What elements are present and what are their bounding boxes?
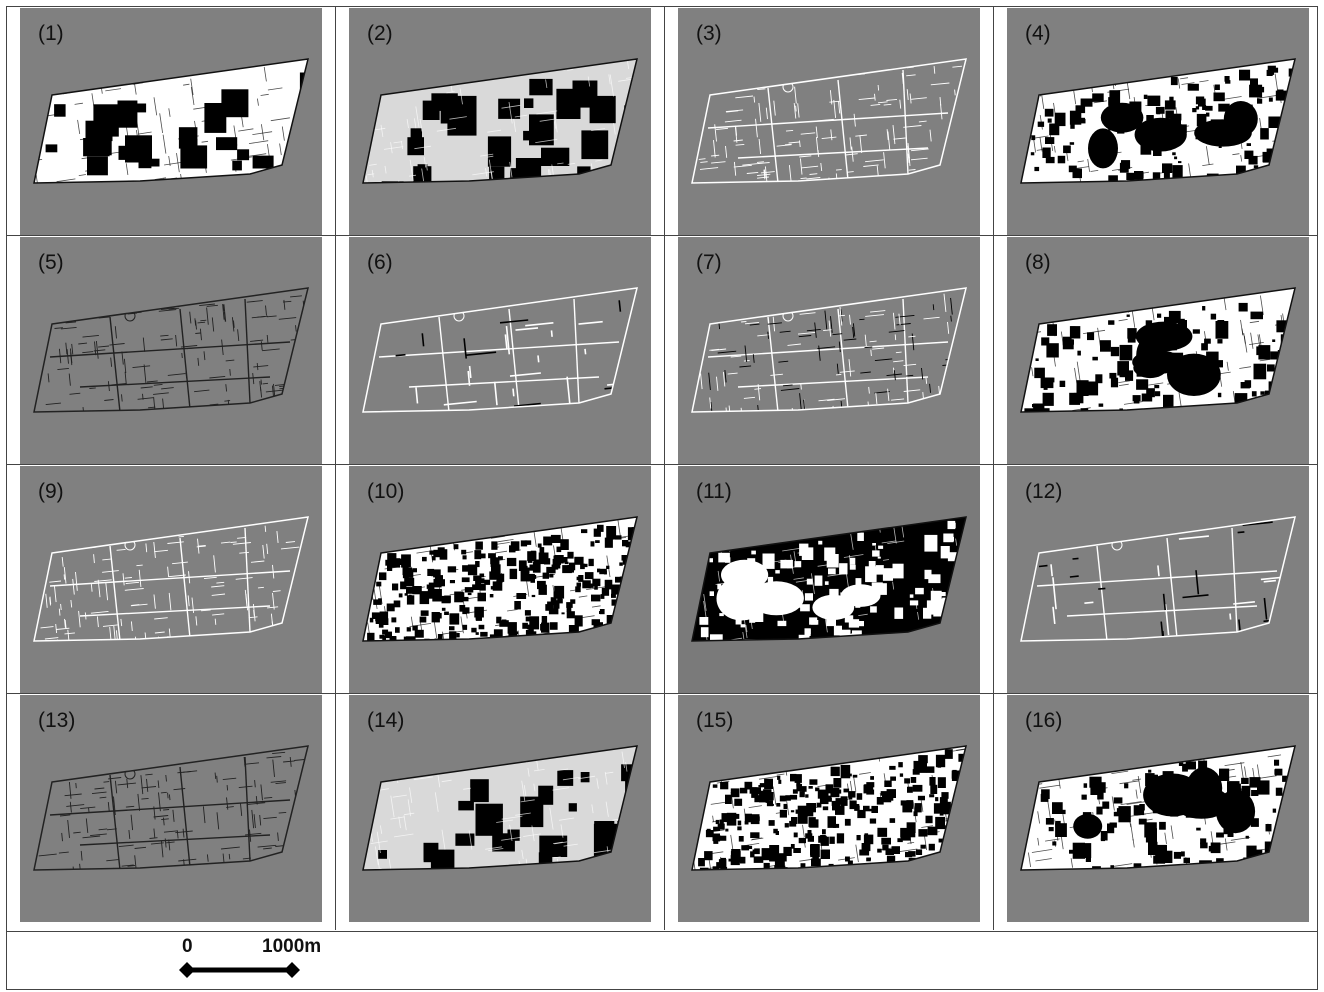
scale-bar: 0 1000m [170, 936, 350, 986]
panel-label: (16) [1025, 709, 1063, 732]
district-outline [362, 287, 638, 413]
panel-label: (10) [367, 480, 405, 503]
district-map [33, 516, 309, 642]
district-map [362, 516, 638, 642]
district-map [691, 516, 967, 642]
district-map [691, 58, 967, 184]
panel-label: (3) [696, 22, 722, 45]
panel-label: (11) [696, 480, 732, 503]
panel-label: (2) [367, 22, 393, 45]
grid-divider [335, 6, 336, 930]
panel-label: (6) [367, 251, 393, 274]
district-outline [691, 58, 967, 184]
map-panel-9: (9) [20, 466, 322, 693]
map-panel-8: (8) [1007, 237, 1309, 464]
panel-label: (5) [38, 251, 64, 274]
grid-divider [6, 693, 1318, 694]
district-map [691, 745, 967, 871]
panel-label: (4) [1025, 22, 1051, 45]
district-outline [1020, 287, 1296, 413]
grid-divider [6, 931, 1318, 932]
panel-label: (13) [38, 709, 76, 732]
map-panel-13: (13) [20, 695, 322, 922]
district-outline [33, 516, 309, 642]
grid-divider [6, 464, 1318, 465]
grid-divider [993, 6, 994, 930]
district-outline [362, 516, 638, 642]
district-map [1020, 745, 1296, 871]
district-map [1020, 287, 1296, 413]
district-map [362, 745, 638, 871]
district-outline [1020, 745, 1296, 871]
panel-label: (8) [1025, 251, 1051, 274]
map-panel-2: (2) [349, 8, 651, 235]
district-outline [33, 745, 309, 871]
map-panel-1: (1) [20, 8, 322, 235]
map-panel-7: (7) [678, 237, 980, 464]
map-panel-5: (5) [20, 237, 322, 464]
scale-end-label: 1000m [262, 936, 322, 957]
district-map [1020, 516, 1296, 642]
map-panel-16: (16) [1007, 695, 1309, 922]
district-map [362, 287, 638, 413]
map-panel-10: (10) [349, 466, 651, 693]
panel-label: (9) [38, 480, 64, 503]
district-outline [362, 745, 638, 871]
district-map [33, 58, 309, 184]
map-panel-4: (4) [1007, 8, 1309, 235]
district-map [33, 287, 309, 413]
district-map [362, 58, 638, 184]
map-panel-14: (14) [349, 695, 651, 922]
district-outline [691, 516, 967, 642]
district-map [691, 287, 967, 413]
district-outline [1020, 516, 1296, 642]
grid-divider [664, 6, 665, 930]
district-map [1020, 58, 1296, 184]
scale-start-label: 0 [182, 936, 193, 957]
map-panel-11: (11) [678, 466, 980, 693]
map-panel-12: (12) [1007, 466, 1309, 693]
map-panel-15: (15) [678, 695, 980, 922]
district-outline [33, 58, 309, 184]
panel-label: (12) [1025, 480, 1063, 503]
district-outline [1020, 58, 1296, 184]
district-outline [691, 287, 967, 413]
scale-arrow-icon [179, 962, 300, 978]
panel-label: (14) [367, 709, 405, 732]
district-outline [33, 287, 309, 413]
panel-label: (15) [696, 709, 734, 732]
map-panel-3: (3) [678, 8, 980, 235]
map-panel-6: (6) [349, 237, 651, 464]
district-outline [362, 58, 638, 184]
panel-label: (1) [38, 22, 64, 45]
grid-divider [6, 235, 1318, 236]
panel-label: (7) [696, 251, 722, 274]
district-map [33, 745, 309, 871]
district-outline [691, 745, 967, 871]
